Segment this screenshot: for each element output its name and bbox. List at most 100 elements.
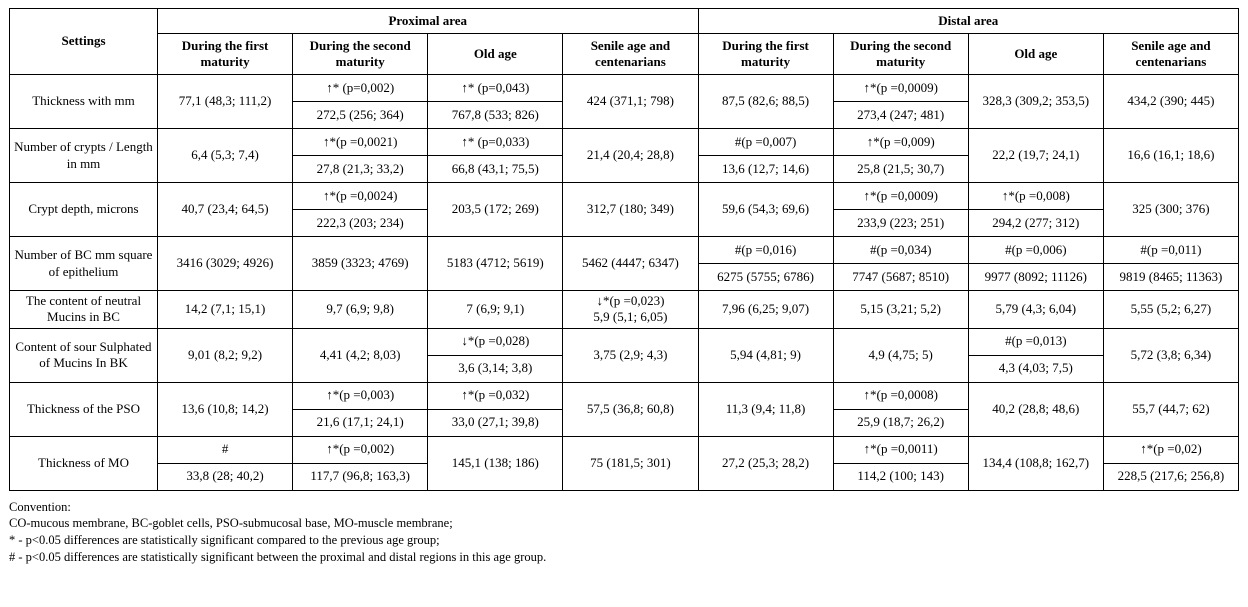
cell-value: 55,7 (44,7; 62) <box>1102 381 1240 437</box>
row-label: Thickness of the PSO <box>9 381 158 437</box>
cell-annotation: ↑* (p=0,033) <box>427 128 564 156</box>
table-row: Crypt depth, microns 40,7 (23,4; 64,5) ↑*(… <box>9 182 1240 237</box>
cell-value: 13,6 (12,7; 14,6) <box>697 155 834 183</box>
cell-value: 114,2 (100; 143) <box>832 462 969 491</box>
cell-annotation: #(p =0,011) <box>1102 236 1240 264</box>
cell-value: 228,5 (217,6; 256,8) <box>1102 462 1240 491</box>
cell-value: 25,9 (18,7; 26,2) <box>832 408 969 437</box>
cell-value: 5462 (4447; 6347) <box>562 236 699 291</box>
results-table: Settings Proximal area Distal area Durin… <box>9 8 1240 491</box>
cell-value: 27,2 (25,3; 28,2) <box>697 435 834 491</box>
cell-annotation: ↑* (p=0,043) <box>427 74 564 102</box>
table-subrow: 33,8 (28; 40,2) 117,7 (96,8; 163,3) 114,2 … <box>10 462 1240 491</box>
cell-annotation: ↑*(p =0,009) <box>832 128 969 156</box>
col-header-distal-senile: Senile age and centenarians <box>1102 33 1240 75</box>
cell-value: 16,6 (16,1; 18,6) <box>1102 128 1240 183</box>
cell-value: 14,2 (7,1; 15,1) <box>156 290 294 329</box>
cell-value: 4,41 (4,2; 8,03) <box>292 327 429 383</box>
table-subrow: 222,3 (203; 234) 233,9 (223; 251) 294,2 (2… <box>10 209 1239 237</box>
cell-annotation: #(p =0,006) <box>967 236 1104 264</box>
cell-annotation: ↑*(p =0,0011) <box>832 435 969 464</box>
cell-value: 328,3 (309,2; 353,5) <box>967 74 1104 129</box>
row-label: Number of crypts / Length in mm <box>9 128 158 183</box>
cell-value: 145,1 (138; 186) <box>427 435 564 491</box>
cell-value: 9,01 (8,2; 9,2) <box>156 327 294 383</box>
cell-value: 312,7 (180; 349) <box>562 182 699 237</box>
cell-value: 5,72 (3,8; 6,34) <box>1102 327 1240 383</box>
cell-value: 434,2 (390; 445) <box>1102 74 1240 129</box>
cell-value: 203,5 (172; 269) <box>427 182 564 237</box>
cell-value: 3416 (3029; 4926) <box>156 236 294 291</box>
cell-value: 40,7 (23,4; 64,5) <box>156 182 294 237</box>
table-row: Thickness with mm 77,1 (48,3; 111,2) ↑* (p… <box>9 74 1240 129</box>
cell-annotation: ↑*(p =0,0024) <box>292 182 429 210</box>
cell-value: 33,0 (27,1; 39,8) <box>427 408 564 437</box>
table-row: Thickness of MO # ↑*(p =0,002) 145,1 (138; … <box>9 435 1240 491</box>
col-header-distal-old-age: Old age <box>967 33 1104 75</box>
cell-value: 767,8 (533; 826) <box>427 101 564 129</box>
row-label: Number of BC mm square of epithelium <box>9 236 158 291</box>
cell-annotation: #(p =0,016) <box>697 236 834 264</box>
cell-value: 4,3 (4,03; 7,5) <box>967 354 1104 383</box>
cell-value: 5183 (4712; 5619) <box>427 236 564 291</box>
footnote-hash: # - p<0.05 differences are statistically… <box>9 550 547 565</box>
col-header-proximal-first-maturity: During the first maturity <box>156 33 294 75</box>
row-label: The content of neutral Mucins in BC <box>9 290 158 329</box>
table-row: Thickness of the PSO 13,6 (10,8; 14,2) ↑*(… <box>9 381 1240 437</box>
cell-annotation: ↑*(p =0,002) <box>292 435 429 464</box>
cell-value: 4,9 (4,75; 5) <box>832 327 969 383</box>
table-row: Content of sour Sulphated of Mucins In B… <box>9 327 1240 383</box>
cell-annotation: ↓*(p =0,028) <box>427 327 564 356</box>
cell-value: 6275 (5755; 6786) <box>697 263 834 291</box>
cell-value: 40,2 (28,8; 48,6) <box>967 381 1104 437</box>
cell-annotation: ↑*(p =0,0009) <box>832 74 969 102</box>
row-label: Thickness of MO <box>9 435 158 491</box>
cell-value: 5,15 (3,21; 5,2) <box>832 290 969 329</box>
cell-annotation: # <box>156 435 294 464</box>
col-header-proximal-second-maturity: During the second maturity <box>292 33 429 75</box>
cell-annotation: ↑*(p =0,0008) <box>832 381 969 410</box>
table-subrow: 6275 (5755; 6786) 7747 (5687; 8510) 9977 (… <box>10 263 1240 291</box>
cell-annotation: ↑*(p =0,032) <box>427 381 564 410</box>
cell-value: 9,7 (6,9; 9,8) <box>292 290 429 329</box>
col-header-distal-first-maturity: During the first maturity <box>697 33 834 75</box>
table-row: Number of crypts / Length in mm 6,4 (5,3;… <box>9 128 1240 183</box>
cell-value: 22,2 (19,7; 24,1) <box>967 128 1104 183</box>
col-header-proximal-old-age: Old age <box>427 33 564 75</box>
distal-area-header: Distal area <box>697 8 1239 34</box>
cell-annotation: ↑*(p =0,008) <box>967 182 1104 210</box>
cell-value: 273,4 (247; 481) <box>832 101 969 129</box>
proximal-area-header: Proximal area <box>157 8 699 34</box>
cell-value: ↓*(p =0,023) 5,9 (5,1; 6,05) <box>562 290 699 329</box>
cell-value: 5,55 (5,2; 6,27) <box>1102 290 1240 329</box>
cell-value: 7747 (5687; 8510) <box>832 263 969 291</box>
cell-value: 59,6 (54,3; 69,6) <box>697 182 834 237</box>
cell-value: 134,4 (108,8; 162,7) <box>967 435 1104 491</box>
cell-value: 424 (371,1; 798) <box>562 74 699 129</box>
cell-value: 7,96 (6,25; 9,07) <box>697 290 834 329</box>
cell-value: 87,5 (82,6; 88,5) <box>697 74 834 129</box>
cell-value: 294,2 (277; 312) <box>967 209 1104 237</box>
table-row: Number of BC mm square of epithelium 3416… <box>9 236 1240 291</box>
cell-annotation: ↑*(p =0,0009) <box>832 182 969 210</box>
cell-annotation: #(p =0,007) <box>697 128 834 156</box>
footnote-abbreviations: CO-mucous membrane, BC-goblet cells, PSO… <box>9 516 453 531</box>
col-header-proximal-senile: Senile age and centenarians <box>562 33 699 75</box>
cell-value: 9977 (8092; 11126) <box>967 263 1104 291</box>
settings-header: Settings <box>9 8 158 75</box>
table-row: The content of neutral Mucins in BC 14,2 … <box>9 290 1240 329</box>
cell-annotation: ↑*(p =0,0021) <box>292 128 429 156</box>
cell-value: 66,8 (43,1; 75,5) <box>427 155 564 183</box>
cell-value: 21,6 (17,1; 24,1) <box>292 408 429 437</box>
column-header-row: During the first maturity During the sec… <box>10 33 1240 75</box>
cell-value: 77,1 (48,3; 111,2) <box>156 74 294 129</box>
cell-value: 272,5 (256; 364) <box>292 101 429 129</box>
cell-annotation: #(p =0,034) <box>832 236 969 264</box>
cell-value: 5,79 (4,3; 6,04) <box>967 290 1104 329</box>
cell-value: 11,3 (9,4; 11,8) <box>697 381 834 437</box>
table-subrow: 21,6 (17,1; 24,1) 33,0 (27,1; 39,8) 25,9 (… <box>10 408 1239 437</box>
cell-value: 21,4 (20,4; 28,8) <box>562 128 699 183</box>
cell-annotation: ↑*(p =0,003) <box>292 381 429 410</box>
footnote-convention: Convention: <box>9 499 71 514</box>
